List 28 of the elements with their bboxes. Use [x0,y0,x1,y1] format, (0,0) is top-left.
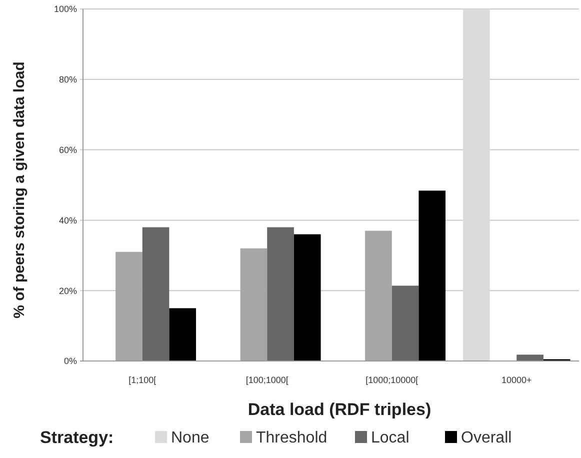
bar [169,308,196,361]
y-tick-label: 40% [58,215,77,226]
y-tick-label: 60% [58,144,77,155]
legend-label: Threshold [256,430,328,447]
bar [462,9,490,361]
y-tick-label: 20% [58,286,77,296]
legend-label: Local [371,430,410,447]
x-tick-label: [100;1000[ [246,375,289,385]
bar [365,230,392,361]
bar [418,190,446,361]
bar [294,234,321,361]
y-tick-label: 0% [64,356,77,366]
bar [142,227,170,361]
legend-label: None [171,430,210,447]
y-axis-title: % of peers storing a given data load [11,62,28,318]
x-tick-label: [1000;10000[ [366,375,419,385]
bar [240,248,268,361]
legend-title: Strategy: [40,428,114,447]
bar [516,354,544,361]
legend-label: Overall [461,430,512,447]
y-tick-label: 80% [58,74,77,85]
x-tick-label: [1;100[ [128,375,157,385]
x-tick-label: 10000+ [501,375,532,385]
bar [267,227,294,361]
bar [392,286,419,361]
x-axis-title: Data load (RDF triples) [248,400,432,419]
bar [116,252,142,361]
y-tick-label: 100% [54,4,77,14]
